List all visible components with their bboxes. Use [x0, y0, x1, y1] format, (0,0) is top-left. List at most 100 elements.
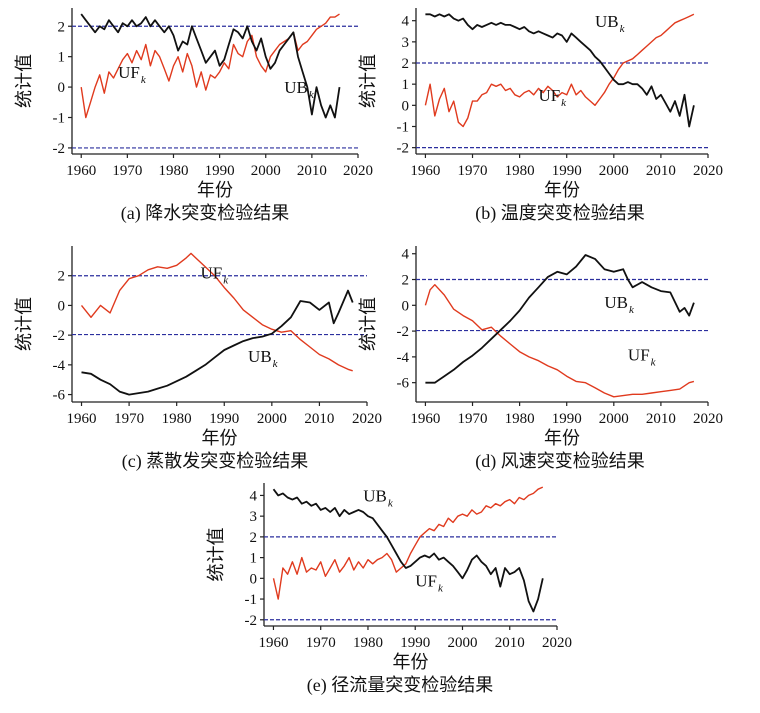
x-tick-label: 1970 [306, 635, 336, 651]
x-tick-label: 1980 [505, 411, 535, 427]
series-annotation-ub: UBk [248, 347, 279, 370]
x-tick-label: 1980 [162, 411, 192, 427]
y-tick-label: -2 [53, 328, 66, 344]
y-tick-label: 2 [250, 530, 258, 546]
y-tick-label: 4 [402, 247, 410, 263]
series-annotation-uf: UFk [538, 86, 567, 109]
panel-caption: (d) 风速突变检验结果 [475, 451, 645, 472]
x-tick-label: 1990 [209, 411, 239, 427]
x-tick-label: 2000 [251, 163, 281, 179]
y-tick-label: -2 [53, 141, 66, 157]
y-axis-label: 统计值 [358, 297, 378, 351]
y-tick-label: 4 [250, 488, 258, 504]
x-tick-label: 1970 [458, 163, 488, 179]
panel-caption: (e) 径流量突变检验结果 [307, 675, 493, 696]
y-tick-label: -1 [245, 592, 258, 608]
x-tick-label: 2010 [304, 411, 334, 427]
series-annotation-uf: UFk [415, 572, 444, 595]
y-tick-label: -1 [397, 119, 410, 135]
x-tick-label: 1990 [205, 163, 235, 179]
y-tick-label: 1 [58, 50, 66, 66]
chart-panel-d: -6 -4 -2 0 2 4 1960 1970 1980 1990 2000 2010 2020 年份 统… [358, 246, 723, 472]
y-tick-label: 0 [58, 298, 66, 314]
x-tick-label: 1990 [400, 635, 430, 651]
x-tick-label: 2020 [352, 411, 382, 427]
x-tick-label: 1990 [552, 163, 582, 179]
x-tick-label: 2020 [693, 163, 723, 179]
y-tick-label: 2 [58, 19, 66, 35]
series-line-ub [80, 13, 341, 119]
series-line-ub [425, 13, 695, 128]
x-tick-label: 1960 [410, 163, 440, 179]
series-line-ub [272, 488, 544, 613]
x-tick-label: 2000 [599, 163, 629, 179]
x-axis-label: 年份 [197, 180, 233, 200]
x-tick-label: 2000 [257, 411, 287, 427]
y-tick-label: 4 [402, 14, 410, 30]
y-tick-label: 2 [402, 273, 410, 289]
y-tick-label: 0 [58, 80, 66, 96]
series-line-uf [272, 486, 544, 600]
x-tick-label: 2020 [542, 635, 572, 651]
x-tick-label: 1990 [552, 411, 582, 427]
x-axis-label: 年份 [544, 180, 580, 200]
panel-caption: (a) 降水突变检验结果 [121, 203, 289, 224]
y-tick-label: -4 [53, 358, 66, 374]
y-tick-label: 2 [402, 56, 410, 72]
series-annotation-uf: UFk [200, 264, 229, 287]
y-tick-label: -6 [53, 388, 66, 404]
chart-panel-e: -2 -1 0 1 2 3 4 1960 1970 1980 1990 2000 2010 2020 年份 统… [206, 483, 572, 696]
x-tick-label: 2010 [646, 411, 676, 427]
y-tick-label: 2 [58, 269, 66, 285]
x-tick-label: 2000 [599, 411, 629, 427]
y-axis-label: 统计值 [14, 54, 34, 108]
chart-panel-a: -2 -1 0 1 2 1960 1970 1980 1990 2000 2010 2020 年份 统计值… [14, 8, 373, 224]
y-tick-label: 0 [250, 571, 258, 587]
chart-panel-b: -2 -1 0 1 2 3 4 1960 1970 1980 1990 2000 2010 2020 年份 统… [358, 8, 723, 224]
series-annotation-ub: UBk [284, 78, 315, 101]
y-tick-label: -2 [245, 613, 258, 629]
panel-caption: (b) 温度突变检验结果 [475, 203, 645, 224]
y-tick-label: -6 [397, 376, 410, 392]
x-tick-label: 1960 [67, 411, 97, 427]
series-line-uf [424, 284, 695, 398]
y-tick-label: -1 [53, 111, 66, 127]
series-annotation-uf: UFk [118, 63, 147, 86]
series-line-ub [425, 254, 695, 384]
y-tick-label: 0 [402, 298, 410, 314]
y-axis-label: 统计值 [206, 528, 226, 582]
x-tick-label: 2000 [447, 635, 477, 651]
x-axis-label: 年份 [544, 428, 580, 448]
series-line-uf [424, 13, 695, 128]
y-tick-label: 1 [250, 551, 258, 567]
series-line-uf [80, 252, 353, 372]
x-tick-label: 1960 [258, 635, 288, 651]
series-annotation-uf: UFk [628, 346, 657, 369]
series-line-ub [81, 289, 354, 396]
x-tick-label: 2010 [646, 163, 676, 179]
x-tick-label: 1980 [505, 163, 535, 179]
chart-panel-c: -6 -4 -2 0 2 1960 1970 1980 1990 2000 2010 2020 年份 统计… [14, 246, 382, 472]
y-axis-label: 统计值 [358, 54, 378, 108]
panel-caption: (c) 蒸散发突变检验结果 [122, 451, 308, 472]
y-tick-label: 0 [402, 98, 410, 114]
y-tick-label: 3 [402, 35, 410, 51]
series-annotation-ub: UBk [363, 487, 394, 510]
series-annotation-ub: UBk [604, 293, 635, 316]
y-tick-label: -4 [397, 350, 410, 366]
x-tick-label: 1980 [353, 635, 383, 651]
x-tick-label: 2010 [495, 635, 525, 651]
y-tick-label: 1 [402, 77, 410, 93]
x-tick-label: 1970 [112, 163, 142, 179]
x-tick-label: 1960 [66, 163, 96, 179]
series-annotation-ub: UBk [595, 12, 626, 35]
x-tick-label: 1980 [158, 163, 188, 179]
x-tick-label: 1970 [114, 411, 144, 427]
y-tick-label: 3 [250, 509, 258, 525]
x-tick-label: 1970 [458, 411, 488, 427]
x-axis-label: 年份 [202, 428, 238, 448]
x-tick-label: 2020 [693, 411, 723, 427]
y-axis-label: 统计值 [14, 297, 34, 351]
y-tick-label: -2 [397, 141, 410, 157]
